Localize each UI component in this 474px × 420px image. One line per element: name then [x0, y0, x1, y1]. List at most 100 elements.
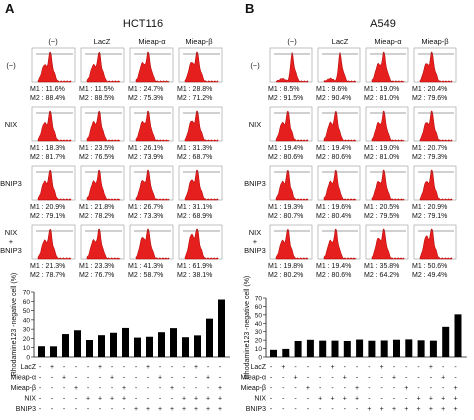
condition-symbol: + [294, 375, 298, 382]
condition-label: LacZ [250, 364, 266, 371]
column-header: Mieap-β [185, 37, 213, 46]
bar [62, 334, 69, 357]
condition-symbol: + [194, 406, 198, 413]
m1-value: M1 : 19.0% [364, 86, 399, 93]
condition-symbol: + [453, 396, 457, 403]
y-tick-label: 40 [255, 321, 263, 328]
m2-value: M2 : 73.9% [128, 154, 163, 161]
m2-value: M2 : 58.7% [128, 272, 163, 279]
histogram-trace [275, 169, 309, 201]
m2-value: M2 : 90.4% [316, 95, 351, 102]
condition-symbol: - [430, 385, 433, 392]
condition-symbol: - [171, 364, 174, 371]
bar [98, 335, 105, 357]
y-tick-label: 0 [26, 355, 30, 362]
condition-symbol: - [123, 375, 126, 382]
m1-value: M1 : 20.7% [412, 145, 447, 152]
bar [74, 330, 81, 357]
condition-symbol: + [134, 406, 138, 413]
bar [442, 326, 450, 357]
bar [110, 332, 117, 357]
histogram-frame [365, 224, 409, 260]
histogram-trace [323, 169, 357, 201]
condition-symbol: - [405, 396, 408, 403]
flow-histogram-cell: M1 : 26.7% M2 : 73.3% [128, 165, 174, 220]
condition-symbol: + [122, 385, 126, 392]
flow-histogram-cell: M1 : 23.5% M2 : 76.5% [79, 106, 125, 161]
condition-symbol: + [380, 406, 384, 413]
histogram-trace [184, 169, 219, 201]
condition-symbol: - [123, 406, 126, 413]
flow-histogram-cell: M1 : 28.8% M2 : 71.2% [177, 47, 223, 102]
bar [306, 339, 314, 357]
condition-symbol: - [307, 406, 310, 413]
flow-histogram-cell: M1 : 31.3% M2 : 68.7% [177, 106, 223, 161]
condition-symbol: - [207, 364, 210, 371]
condition-symbol: - [51, 396, 54, 403]
m2-value: M2 : 80.2% [268, 272, 303, 279]
flow-histogram-cell: M1 : 21.3% M2 : 78.7% [30, 224, 76, 279]
m2-value: M2 : 88.4% [30, 95, 65, 102]
bar [368, 340, 376, 357]
condition-symbol: - [368, 385, 371, 392]
condition-symbol: - [39, 375, 42, 382]
panel-a: A HCT116 (−) LacZ Mieap-α Mieap-β (−) NIX BNIP3 N… [0, 1, 223, 279]
m1-value: M1 : 19.8% [268, 263, 303, 270]
histogram-trace [419, 110, 453, 142]
condition-symbol: - [381, 385, 384, 392]
condition-symbol: - [307, 375, 310, 382]
condition-symbol: - [356, 406, 359, 413]
flow-histogram-cell: M1 : 19.0% M2 : 81.0% [364, 106, 409, 161]
m2-value: M2 : 88.5% [79, 95, 114, 102]
y-tick-label: 50 [23, 308, 31, 315]
condition-symbol: - [171, 375, 174, 382]
flow-histogram-cell: M1 : 31.1% M2 : 68.9% [177, 165, 223, 220]
condition-symbol: + [110, 396, 114, 403]
panel-letter: A [5, 1, 15, 16]
histogram-trace [275, 51, 309, 83]
flow-histogram-cell: M1 : 19.8% M2 : 80.2% [268, 224, 313, 279]
condition-symbol: + [182, 396, 186, 403]
condition-symbol: - [294, 385, 297, 392]
histogram-trace [86, 110, 121, 142]
m1-value: M1 : 24.7% [128, 86, 163, 93]
condition-symbol: - [356, 364, 359, 371]
m1-value: M1 : 21.8% [79, 204, 114, 211]
m2-value: M2 : 80.4% [316, 213, 351, 220]
condition-label: Mieap-α [241, 375, 266, 382]
condition-symbol: - [294, 364, 297, 371]
condition-symbol: - [219, 364, 222, 371]
bar [38, 346, 45, 357]
condition-symbol: - [270, 375, 273, 382]
flow-histogram-cell: M1 : 11.5% M2 : 88.5% [79, 47, 125, 102]
condition-symbol: + [330, 364, 334, 371]
condition-symbol: + [404, 406, 408, 413]
condition-symbol: - [344, 364, 347, 371]
m2-value: M2 : 68.9% [177, 213, 212, 220]
bar [393, 339, 400, 357]
condition-symbol: - [282, 406, 285, 413]
panel-b: B A549 (−) LacZ Mieap-α Mieap-β (−) NIX BNIP3 NIX… [244, 1, 457, 279]
condition-symbol: - [344, 406, 347, 413]
condition-symbol: - [171, 396, 174, 403]
condition-symbol: + [453, 385, 457, 392]
condition-symbol: + [318, 396, 322, 403]
condition-symbol: + [170, 406, 174, 413]
condition-symbol: + [429, 406, 433, 413]
condition-symbol: - [147, 385, 150, 392]
condition-symbol: + [441, 396, 445, 403]
bar [282, 348, 290, 357]
histogram-trace [371, 228, 405, 260]
m2-value: M2 : 79.1% [30, 213, 65, 220]
bar-chart-a: 0 10 20 30 40 50 60 70 Rhodamine123 -negative ce… [11, 273, 230, 413]
condition-symbol: + [429, 364, 433, 371]
panel-letter: B [245, 1, 254, 16]
flow-histogram-cell: M1 : 41.3% M2 : 58.7% [128, 224, 174, 279]
m2-value: M2 : 75.3% [128, 95, 163, 102]
condition-symbol: - [75, 375, 78, 382]
m2-value: M2 : 80.6% [316, 154, 351, 161]
flow-histogram-cell: M1 : 20.9% M2 : 79.1% [412, 165, 457, 220]
condition-symbol: + [355, 385, 359, 392]
condition-symbol: - [63, 385, 66, 392]
condition-symbol: - [87, 385, 90, 392]
